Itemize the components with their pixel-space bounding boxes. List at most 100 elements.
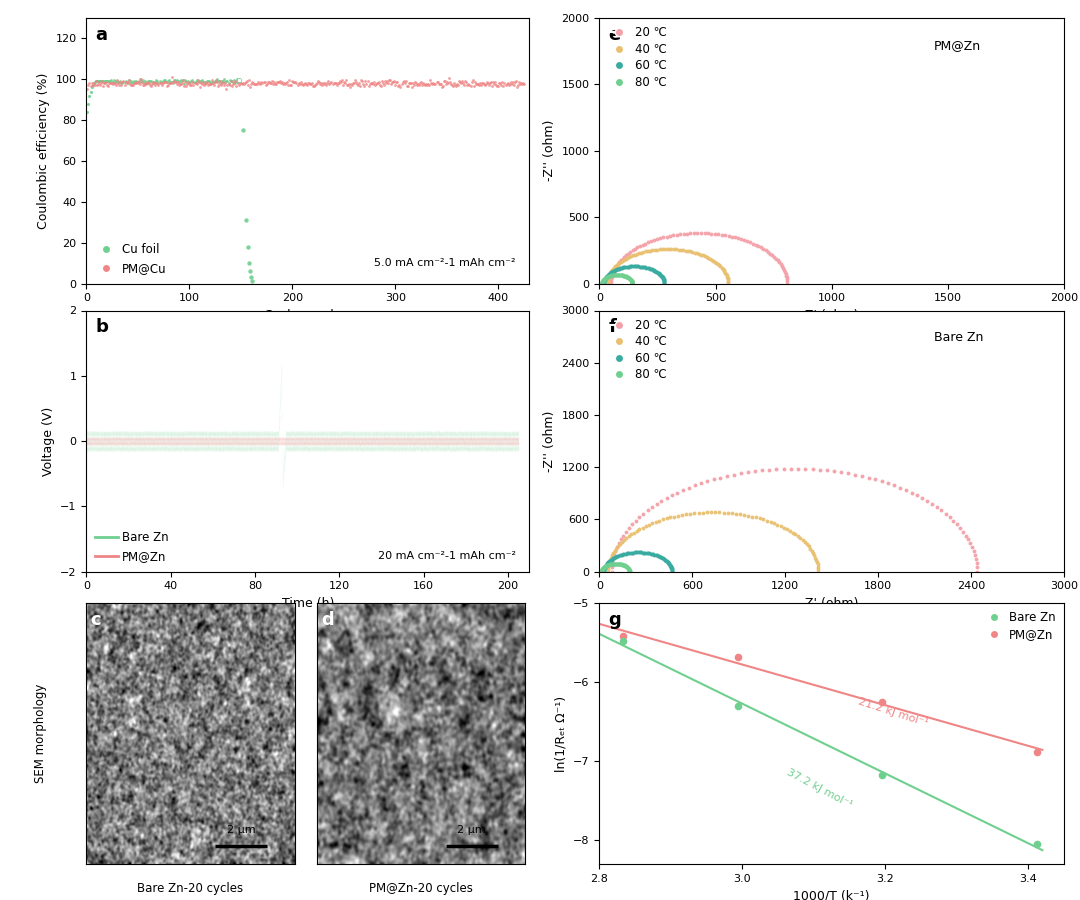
Point <box>213 77 230 92</box>
X-axis label: Time (h): Time (h) <box>282 597 334 610</box>
Point <box>351 76 368 90</box>
Point <box>135 78 152 93</box>
Point <box>111 75 129 89</box>
Point <box>117 74 134 88</box>
Point <box>243 270 260 284</box>
Point <box>199 74 216 88</box>
Point <box>266 76 283 91</box>
Point <box>381 73 399 87</box>
Point <box>406 75 423 89</box>
Point <box>268 75 285 89</box>
Point <box>170 74 187 88</box>
Point <box>349 77 366 92</box>
Point <box>136 74 153 88</box>
Point <box>174 74 191 88</box>
Point <box>396 76 414 90</box>
Point <box>159 74 176 88</box>
Point <box>275 76 293 90</box>
Point <box>210 78 227 93</box>
Point <box>137 76 154 91</box>
Point <box>238 75 255 89</box>
Point <box>139 76 157 90</box>
Point <box>251 76 268 90</box>
Y-axis label: Voltage (V): Voltage (V) <box>42 407 55 475</box>
Point <box>389 75 406 89</box>
Point <box>205 78 222 93</box>
Point <box>320 74 337 88</box>
Point <box>373 78 390 93</box>
Point <box>125 74 143 88</box>
Point <box>195 75 213 89</box>
Point <box>125 76 143 91</box>
Point <box>258 77 275 92</box>
Point <box>442 75 459 89</box>
Point <box>305 78 322 93</box>
Point <box>505 78 523 93</box>
Point <box>92 74 109 88</box>
Point <box>380 73 397 87</box>
Point <box>244 274 261 289</box>
Point <box>161 76 178 90</box>
Point <box>420 77 437 92</box>
Point <box>310 75 327 89</box>
Point <box>491 76 509 90</box>
Point <box>134 77 151 92</box>
Point <box>156 73 173 87</box>
Point <box>123 77 140 92</box>
Point <box>219 74 237 88</box>
Point <box>364 76 381 91</box>
Point <box>187 76 204 91</box>
Point <box>157 75 174 89</box>
Point <box>126 76 144 90</box>
Text: c: c <box>91 611 102 629</box>
Point <box>310 74 327 88</box>
Point <box>409 77 427 92</box>
Point <box>615 629 632 643</box>
Y-axis label: -Z'' (ohm): -Z'' (ohm) <box>543 410 556 472</box>
Point <box>315 76 333 91</box>
Point <box>108 75 125 89</box>
Point <box>235 76 253 91</box>
Point <box>510 76 527 90</box>
Point <box>165 75 183 89</box>
Point <box>457 74 474 88</box>
Point <box>421 73 438 87</box>
Point <box>109 74 126 88</box>
Point <box>118 76 135 90</box>
Point <box>372 78 389 93</box>
Point <box>266 76 283 90</box>
Point <box>185 77 202 92</box>
Point <box>285 75 302 89</box>
Point <box>487 76 504 90</box>
Point <box>127 74 145 88</box>
Text: Bare Zn-20 cycles: Bare Zn-20 cycles <box>137 882 243 896</box>
Point <box>424 76 442 90</box>
Point <box>224 76 241 91</box>
Legend: 20 ℃, 40 ℃, 60 ℃, 80 ℃: 20 ℃, 40 ℃, 60 ℃, 80 ℃ <box>605 24 669 91</box>
Point <box>384 75 402 89</box>
Point <box>79 104 96 119</box>
Point <box>149 76 166 90</box>
Point <box>200 74 217 88</box>
Point <box>252 77 269 92</box>
Point <box>410 78 428 93</box>
Point <box>111 78 129 93</box>
Point <box>300 76 318 90</box>
Point <box>294 77 311 92</box>
Point <box>332 74 349 88</box>
Point <box>86 77 104 92</box>
Point <box>124 75 141 89</box>
Point <box>200 76 217 91</box>
Point <box>143 74 160 88</box>
Point <box>241 73 258 87</box>
Legend: 20 ℃, 40 ℃, 60 ℃, 80 ℃: 20 ℃, 40 ℃, 60 ℃, 80 ℃ <box>605 317 669 383</box>
Point <box>107 73 124 87</box>
Point <box>183 74 200 88</box>
Point <box>507 76 524 90</box>
Point <box>121 76 138 91</box>
Point <box>434 78 451 93</box>
Point <box>503 77 521 92</box>
Point <box>383 75 401 89</box>
Point <box>307 77 324 92</box>
Point <box>407 76 424 90</box>
